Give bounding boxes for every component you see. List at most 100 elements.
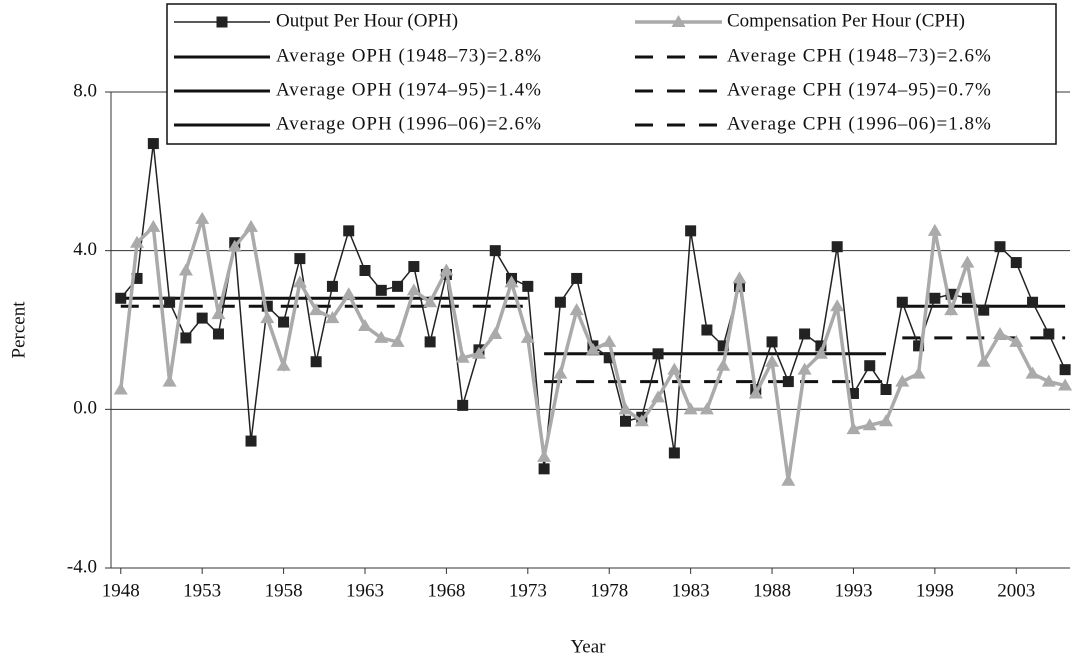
x-tick-label: 1953 xyxy=(183,580,221,601)
marker xyxy=(782,376,794,388)
x-tick-label: 1958 xyxy=(265,580,303,601)
x-tick-label: 1988 xyxy=(753,580,791,601)
marker xyxy=(701,324,713,336)
marker xyxy=(520,330,535,343)
y-tick-label: 0.0 xyxy=(73,398,97,419)
marker xyxy=(815,340,827,352)
marker xyxy=(913,340,925,352)
marker xyxy=(813,346,828,359)
marker xyxy=(992,326,1007,339)
marker xyxy=(765,354,780,367)
marker xyxy=(847,387,859,399)
marker xyxy=(115,292,127,304)
marker xyxy=(131,272,143,284)
marker xyxy=(488,326,503,339)
marker xyxy=(1025,366,1040,379)
marker xyxy=(571,272,583,284)
marker xyxy=(978,304,990,316)
marker xyxy=(276,358,291,371)
x-tick-label: 1948 xyxy=(102,580,140,601)
marker xyxy=(292,275,307,288)
marker xyxy=(732,271,747,284)
marker xyxy=(846,422,861,435)
marker xyxy=(326,280,338,292)
marker xyxy=(603,352,615,364)
marker xyxy=(668,447,680,459)
marker xyxy=(717,340,729,352)
marker xyxy=(895,374,910,387)
marker xyxy=(147,138,159,150)
y-tick-label: 8.0 xyxy=(73,80,97,101)
marker xyxy=(929,292,941,304)
marker xyxy=(260,311,275,324)
marker xyxy=(357,319,372,332)
marker xyxy=(716,358,731,371)
marker xyxy=(359,265,371,276)
marker xyxy=(831,241,843,253)
marker xyxy=(994,241,1006,253)
marker xyxy=(1041,374,1056,387)
marker xyxy=(211,307,226,320)
marker xyxy=(294,253,306,265)
marker xyxy=(699,402,714,415)
marker xyxy=(961,292,973,304)
marker xyxy=(896,296,908,308)
legend-label: Average CPH (1948–73)=2.6% xyxy=(727,45,992,66)
marker xyxy=(585,342,600,355)
marker xyxy=(862,418,877,431)
marker xyxy=(911,366,926,379)
marker xyxy=(113,382,128,395)
marker xyxy=(1010,257,1022,269)
marker xyxy=(766,336,778,348)
marker xyxy=(830,299,845,312)
y-axis-title: Percent xyxy=(8,301,29,359)
marker xyxy=(1009,334,1024,347)
marker xyxy=(667,362,682,375)
x-tick-label: 1978 xyxy=(590,580,628,601)
marker xyxy=(879,414,894,427)
marker xyxy=(471,346,486,359)
legend-marker xyxy=(671,15,686,27)
marker xyxy=(864,360,876,372)
marker xyxy=(683,402,698,415)
marker xyxy=(375,284,387,296)
x-tick-label: 2003 xyxy=(997,580,1035,601)
x-axis-title: Year xyxy=(570,636,606,657)
marker xyxy=(781,473,796,486)
marker xyxy=(652,348,664,360)
marker xyxy=(424,336,436,348)
marker xyxy=(634,414,649,427)
marker xyxy=(164,296,176,308)
marker xyxy=(195,211,210,224)
marker xyxy=(553,366,568,379)
legend-box xyxy=(166,3,1057,145)
legend-label: Output Per Hour (OPH) xyxy=(276,10,458,31)
marker xyxy=(1059,364,1071,376)
marker xyxy=(196,312,208,324)
marker xyxy=(504,275,519,288)
marker xyxy=(341,287,356,300)
marker xyxy=(227,239,242,252)
y-tick-label: -4.0 xyxy=(67,556,97,577)
marker xyxy=(390,334,405,347)
marker xyxy=(554,296,566,308)
marker xyxy=(537,449,552,462)
marker xyxy=(261,300,273,312)
marker xyxy=(406,283,421,296)
marker xyxy=(146,219,161,232)
marker xyxy=(457,399,469,411)
marker xyxy=(408,261,420,273)
y-tick-label: 4.0 xyxy=(73,239,97,260)
marker xyxy=(602,334,617,347)
legend-label: Average OPH (1974–95)=1.4% xyxy=(276,79,542,100)
marker xyxy=(522,280,534,292)
legend-label: Average OPH (1948–73)=2.8% xyxy=(276,45,542,66)
legend-label: Compensation Per Hour (CPH) xyxy=(727,10,965,31)
marker xyxy=(278,316,290,328)
marker xyxy=(651,390,666,403)
marker xyxy=(797,362,812,375)
marker xyxy=(799,328,811,340)
marker xyxy=(944,303,959,316)
marker xyxy=(685,225,697,237)
marker xyxy=(178,263,193,276)
